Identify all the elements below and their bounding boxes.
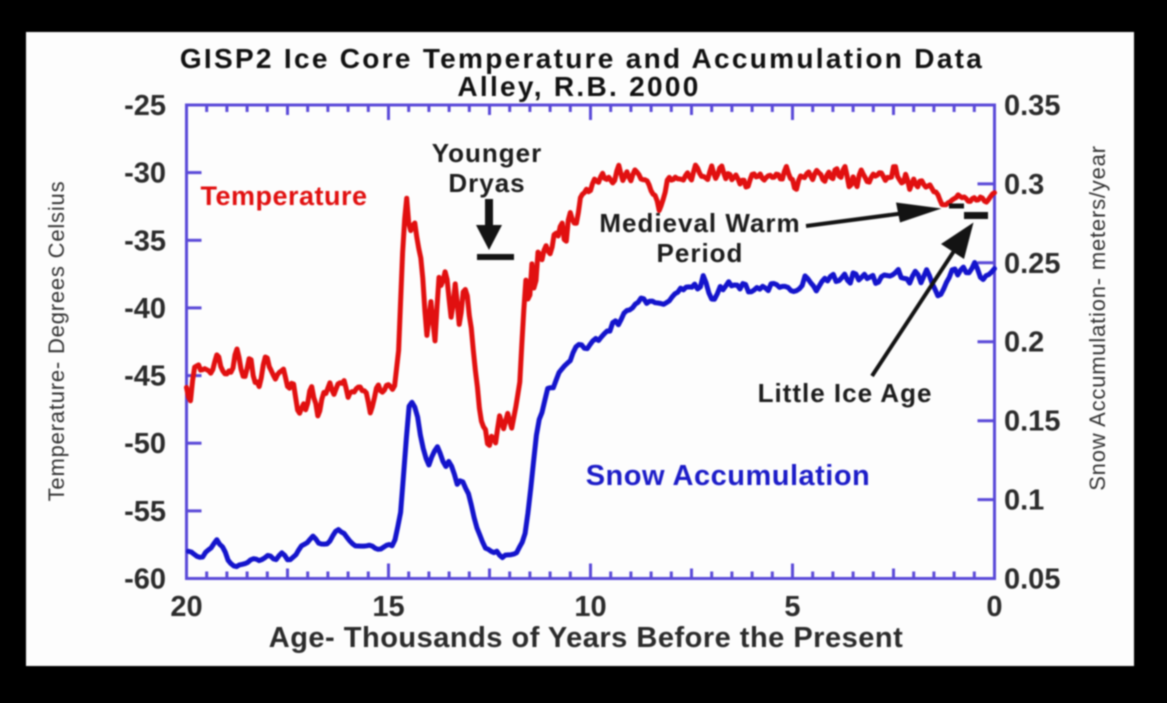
svg-text:Temperature- Degrees Celsius: Temperature- Degrees Celsius — [44, 181, 69, 502]
svg-text:-30: -30 — [124, 158, 166, 190]
svg-text:0.15: 0.15 — [1004, 406, 1060, 438]
svg-text:Snow Accumulation- meters/year: Snow Accumulation- meters/year — [1085, 145, 1110, 491]
svg-text:-60: -60 — [124, 564, 166, 596]
svg-text:5: 5 — [784, 591, 800, 623]
svg-text:-40: -40 — [124, 293, 166, 325]
svg-text:0.3: 0.3 — [1004, 169, 1044, 201]
svg-text:-35: -35 — [124, 225, 166, 257]
svg-text:GISP2 Ice Core Temperature and: GISP2 Ice Core Temperature and Accumulat… — [180, 43, 984, 74]
svg-text:Dryas: Dryas — [448, 168, 525, 198]
svg-text:0.25: 0.25 — [1004, 248, 1060, 280]
svg-text:Period: Period — [657, 238, 744, 268]
svg-text:10: 10 — [574, 591, 606, 623]
svg-text:-25: -25 — [124, 90, 166, 122]
svg-text:-50: -50 — [124, 428, 166, 460]
svg-text:-45: -45 — [124, 361, 166, 393]
svg-text:0.2: 0.2 — [1004, 327, 1044, 359]
svg-text:Little Ice Age: Little Ice Age — [758, 378, 933, 408]
svg-text:-55: -55 — [124, 496, 166, 528]
svg-text:Age- Thousands of Years Before: Age- Thousands of Years Before the Prese… — [269, 622, 903, 654]
svg-text:0.35: 0.35 — [1004, 90, 1060, 122]
svg-text:Temperature: Temperature — [200, 181, 367, 211]
svg-text:Younger: Younger — [432, 138, 543, 168]
svg-text:20: 20 — [170, 591, 202, 623]
svg-text:Medieval Warm: Medieval Warm — [599, 208, 800, 238]
svg-text:Snow Accumulation: Snow Accumulation — [586, 460, 871, 492]
svg-text:0.1: 0.1 — [1004, 485, 1044, 517]
svg-text:0.05: 0.05 — [1004, 564, 1060, 596]
svg-text:0: 0 — [986, 591, 1002, 623]
svg-text:15: 15 — [372, 591, 404, 623]
svg-text:Alley, R.B. 2000: Alley, R.B. 2000 — [457, 71, 700, 102]
